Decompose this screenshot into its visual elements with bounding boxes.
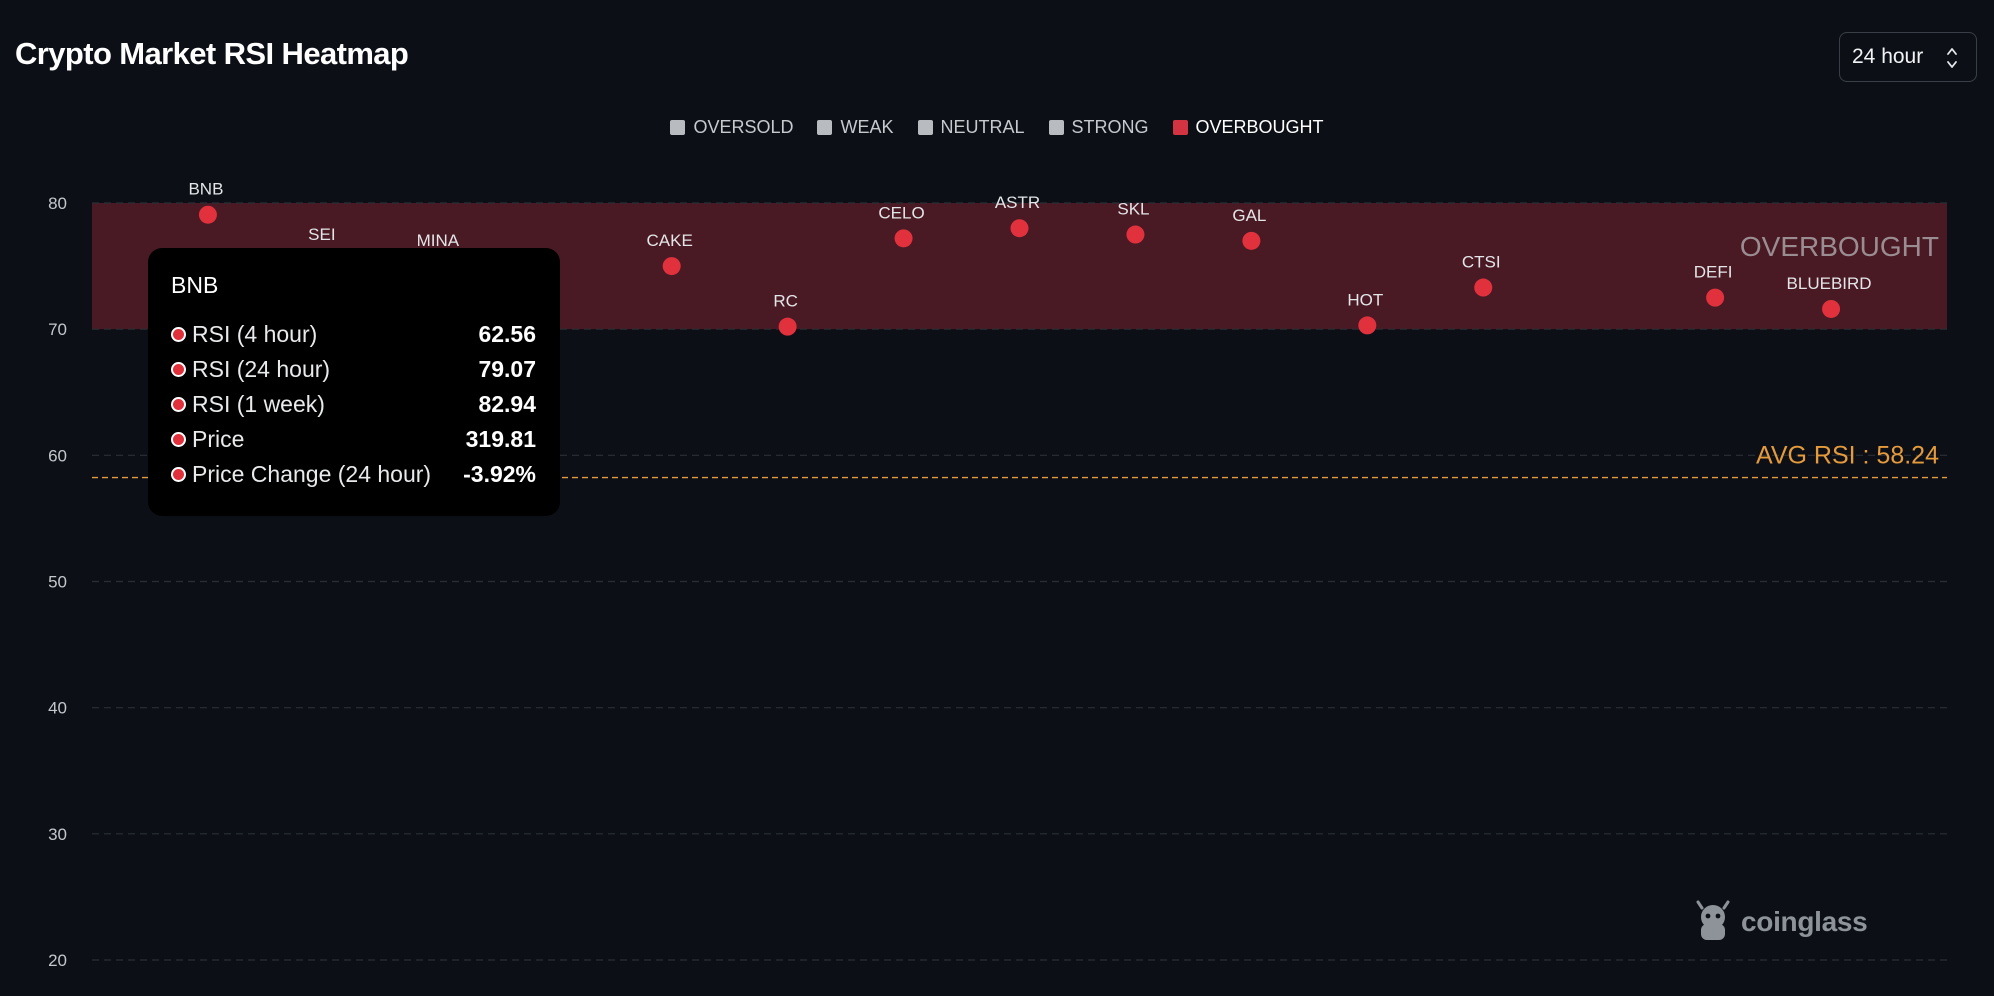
page-title: Crypto Market RSI Heatmap: [15, 36, 409, 71]
point-label: SKL: [1117, 200, 1149, 219]
point-label: CAKE: [647, 231, 693, 250]
coinglass-watermark: coinglass: [1693, 900, 1868, 944]
tooltip-row: Price 319.81: [171, 422, 536, 457]
timeframe-select-value: 24 hour: [1852, 45, 1924, 68]
point-label: DEFI: [1694, 263, 1733, 282]
point-label: MINA: [417, 231, 460, 250]
legend-label: WEAK: [840, 117, 894, 137]
tooltip-value: 79.07: [478, 356, 536, 382]
chevron-up-down-icon: [1947, 48, 1957, 68]
tooltip-row: Price Change (24 hour) -3.92%: [171, 457, 536, 492]
point-label: RC: [773, 292, 798, 311]
tooltip-marker: [171, 432, 186, 447]
legend-item-oversold[interactable]: OVERSOLD: [670, 117, 793, 138]
y-tick-label: 80: [48, 194, 67, 213]
tooltip-label: Price: [192, 426, 245, 452]
tooltip-row: RSI (24 hour) 79.07: [171, 352, 536, 387]
tooltip-value: -3.92%: [463, 461, 536, 487]
tooltip-label: Price Change (24 hour): [192, 461, 432, 487]
point-label: CTSI: [1462, 253, 1501, 272]
tooltip-marker: [171, 397, 186, 412]
y-tick-label: 30: [48, 825, 67, 844]
y-tick-label: 40: [48, 699, 67, 718]
data-point: [894, 229, 913, 248]
data-point: [1242, 231, 1261, 250]
y-tick-label: 60: [48, 446, 67, 465]
legend-item-weak[interactable]: WEAK: [817, 117, 894, 138]
tooltip-value: 319.81: [465, 426, 536, 452]
data-point: [1358, 316, 1377, 335]
legend-swatch: [670, 120, 686, 135]
y-tick-label: 20: [48, 951, 67, 970]
point-tooltip: BNB RSI (4 hour) 62.56 RSI (24 hour) 79.…: [148, 248, 560, 516]
point-label: CELO: [878, 203, 924, 222]
coinglass-logo-icon: [1696, 900, 1730, 940]
point-label: SEI: [308, 225, 335, 244]
legend-label: OVERBOUGHT: [1195, 117, 1324, 137]
legend-item-overbought[interactable]: OVERBOUGHT: [1172, 117, 1324, 138]
brand-name: coinglass: [1741, 906, 1868, 937]
point-label: BLUEBIRD: [1787, 274, 1872, 293]
data-point: [1010, 219, 1029, 238]
point-label: BNB: [188, 180, 223, 199]
data-point: [198, 205, 217, 224]
data-point: [662, 257, 681, 276]
timeframe-select[interactable]: 24 hour: [1839, 32, 1977, 82]
data-point: [1126, 225, 1145, 244]
tooltip-label: RSI (4 hour): [192, 321, 318, 347]
tooltip-label: RSI (24 hour): [192, 356, 331, 382]
tooltip-marker: [171, 362, 186, 377]
legend-item-strong[interactable]: STRONG: [1048, 117, 1149, 138]
tooltip-value: 82.94: [478, 391, 536, 417]
y-tick-label: 70: [48, 320, 67, 339]
legend-item-neutral[interactable]: NEUTRAL: [917, 117, 1025, 138]
y-tick-label: 50: [48, 573, 67, 592]
data-point: [1474, 278, 1493, 297]
tooltip-row: RSI (4 hour) 62.56: [171, 317, 536, 352]
point-label: ASTR: [995, 193, 1040, 212]
point-label: GAL: [1232, 206, 1266, 225]
point-label: HOT: [1347, 290, 1383, 309]
legend-label: NEUTRAL: [940, 117, 1025, 137]
tooltip-title: BNB: [171, 272, 219, 298]
legend-swatch: [917, 120, 933, 135]
band-label: OVERBOUGHT: [1740, 231, 1939, 262]
legend-swatch: [1048, 120, 1064, 135]
chart-legend: OVERSOLD WEAK NEUTRAL STRONG OVERBOUGHT: [0, 117, 1994, 138]
legend-label: STRONG: [1071, 117, 1149, 137]
data-point: [1822, 299, 1841, 318]
avg-rsi-label: AVG RSI : 58.24: [1756, 442, 1939, 470]
data-point: [1706, 288, 1725, 307]
tooltip-value: 62.56: [478, 321, 536, 347]
tooltip-label: RSI (1 week): [192, 391, 325, 417]
tooltip-marker: [171, 327, 186, 342]
legend-label: OVERSOLD: [693, 117, 794, 137]
tooltip-marker: [171, 467, 186, 482]
legend-swatch: [1172, 120, 1188, 135]
tooltip-row: RSI (1 week) 82.94: [171, 387, 536, 422]
legend-swatch: [817, 120, 833, 135]
data-point: [778, 317, 797, 336]
